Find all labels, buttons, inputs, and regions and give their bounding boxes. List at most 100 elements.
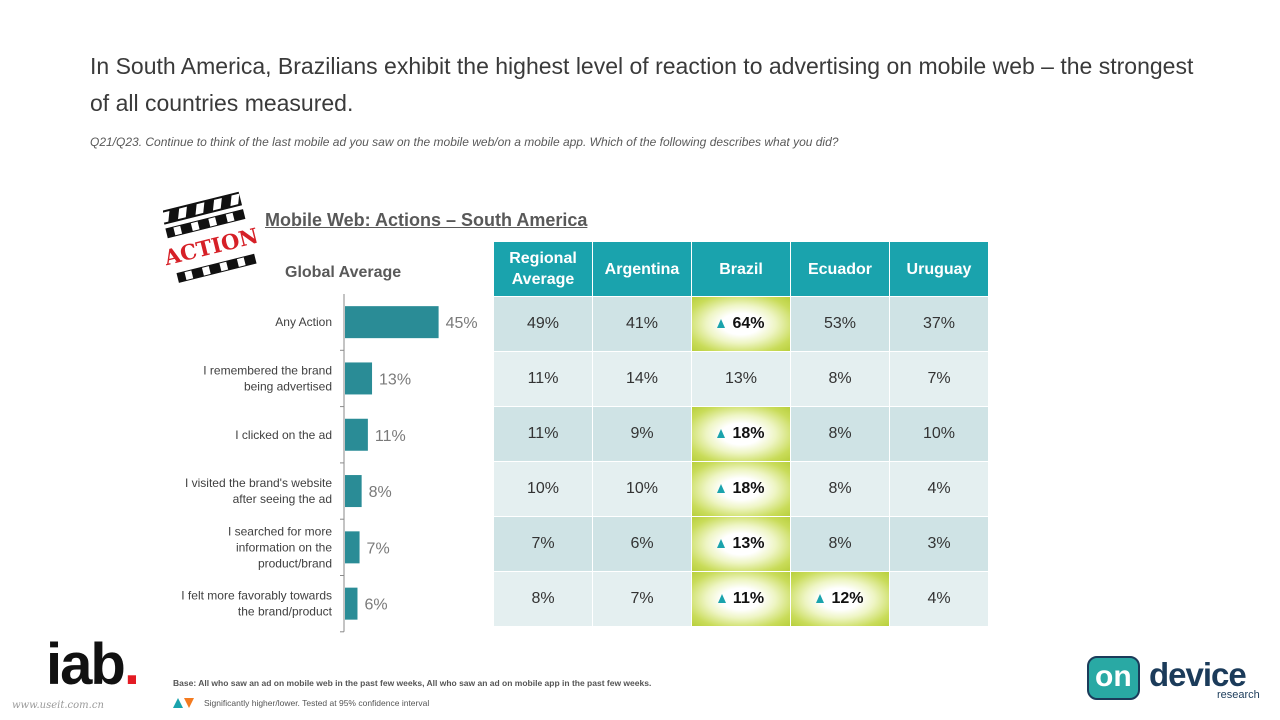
table-cell: 11% bbox=[494, 407, 592, 461]
table-cell: 8% bbox=[791, 517, 889, 571]
table-cell-value: 8% bbox=[828, 370, 852, 387]
table-cell-value: 18% bbox=[732, 480, 765, 497]
table-cell-value: 3% bbox=[927, 535, 951, 552]
table-cell-value: 7% bbox=[630, 590, 654, 607]
table-cell-value: 8% bbox=[828, 480, 852, 497]
table-cell-value: 7% bbox=[927, 370, 951, 387]
table-cell: 11% bbox=[494, 352, 592, 406]
table-cell: 12% bbox=[791, 572, 889, 626]
bar bbox=[345, 475, 362, 508]
significance-legend-text: Significantly higher/lower. Tested at 95… bbox=[204, 698, 430, 708]
table-cell: 10% bbox=[593, 462, 691, 516]
table-cell-value: 41% bbox=[625, 315, 659, 332]
table-cell-value: 37% bbox=[922, 315, 956, 332]
category-label: I searched for more information on the pro… bbox=[228, 524, 332, 570]
category-label: I remembered the brand being advertised bbox=[203, 363, 332, 393]
table-cell: 18% bbox=[692, 407, 790, 461]
table-cell: 4% bbox=[890, 462, 988, 516]
table-cell: 4% bbox=[890, 572, 988, 626]
table-cell: 18% bbox=[692, 462, 790, 516]
bar bbox=[345, 418, 368, 451]
country-comparison-table: Regional Average Argentina Brazil Ecuador Ur… bbox=[494, 242, 988, 626]
table-cell: 41% bbox=[593, 297, 691, 351]
category-label: Any Action bbox=[275, 315, 332, 329]
significant-higher-icon bbox=[816, 593, 825, 603]
table-cell: 8% bbox=[494, 572, 592, 626]
table-cell: 64% bbox=[692, 297, 790, 351]
table-cell-value: 10% bbox=[922, 425, 956, 442]
table-cell-value: 49% bbox=[526, 315, 560, 332]
bar bbox=[345, 531, 360, 564]
table-cell-value: 8% bbox=[531, 590, 555, 607]
table-cell-value: 11% bbox=[732, 590, 765, 607]
table-column-header: Brazil bbox=[692, 242, 790, 296]
significant-higher-icon bbox=[717, 483, 726, 493]
table-cell-value: 9% bbox=[630, 425, 654, 442]
table-column-header: Uruguay bbox=[890, 242, 988, 296]
table-cell-value: 6% bbox=[630, 535, 654, 552]
table-cell-value: 10% bbox=[526, 480, 560, 497]
table-cell: 8% bbox=[791, 352, 889, 406]
table-column-header: Ecuador bbox=[791, 242, 889, 296]
bar-value-label: 8% bbox=[369, 484, 392, 501]
significant-higher-icon bbox=[717, 428, 726, 438]
category-label: I visited the brand's website after seein… bbox=[185, 476, 332, 506]
table-cell: 14% bbox=[593, 352, 691, 406]
significance-legend: Significantly higher/lower. Tested at 95… bbox=[173, 698, 429, 708]
bar bbox=[345, 306, 439, 339]
table-cell-value: 13% bbox=[724, 370, 758, 387]
table-cell-value: 13% bbox=[732, 535, 765, 552]
watermark: www.useit.com.cn bbox=[12, 700, 104, 711]
significant-higher-icon bbox=[717, 318, 726, 328]
significant-higher-icon bbox=[717, 538, 726, 548]
base-note: Base: All who saw an ad on mobile web in… bbox=[173, 678, 652, 688]
table-cell-value: 53% bbox=[823, 315, 857, 332]
table-cell-value: 11% bbox=[527, 425, 559, 442]
table-cell: 3% bbox=[890, 517, 988, 571]
table-cell: 37% bbox=[890, 297, 988, 351]
bar bbox=[345, 587, 358, 620]
table-cell: 7% bbox=[593, 572, 691, 626]
table-cell: 10% bbox=[494, 462, 592, 516]
table-cell: 49% bbox=[494, 297, 592, 351]
up-triangle-icon bbox=[173, 698, 183, 708]
table-cell-value: 7% bbox=[531, 535, 555, 552]
table-cell-value: 8% bbox=[828, 425, 852, 442]
table-cell: 8% bbox=[791, 462, 889, 516]
table-cell: 11% bbox=[692, 572, 790, 626]
bar-value-label: 13% bbox=[379, 371, 411, 388]
table-cell: 10% bbox=[890, 407, 988, 461]
bar-value-label: 7% bbox=[367, 540, 390, 557]
chart-title: Mobile Web: Actions – South America bbox=[265, 210, 588, 230]
table-cell-value: 4% bbox=[927, 590, 951, 607]
down-triangle-icon bbox=[184, 698, 194, 708]
bar-value-label: 11% bbox=[375, 428, 406, 445]
category-label: I clicked on the ad bbox=[235, 428, 332, 442]
table-cell: 13% bbox=[692, 517, 790, 571]
bar bbox=[345, 362, 373, 395]
table-cell-value: 10% bbox=[625, 480, 659, 497]
iab-logo: iab. bbox=[46, 632, 140, 697]
table-cell: 8% bbox=[791, 407, 889, 461]
table-cell-value: 14% bbox=[625, 370, 659, 387]
table-cell-value: 18% bbox=[732, 425, 765, 442]
table-cell-value: 64% bbox=[732, 315, 765, 332]
table-cell: 9% bbox=[593, 407, 691, 461]
bar-value-label: 6% bbox=[364, 597, 387, 614]
table-cell: 13% bbox=[692, 352, 790, 406]
global-average-bar-chart: 45% Any Action 13% I remembered the brand be… bbox=[181, 294, 478, 633]
table-cell-value: 12% bbox=[831, 590, 864, 607]
survey-question: Q21/Q23. Continue to think of the last m… bbox=[90, 135, 839, 149]
slide-title: In South America, Brazilians exhibit the… bbox=[90, 53, 1194, 116]
table-cell: 7% bbox=[494, 517, 592, 571]
table-column-header: Argentina bbox=[593, 242, 691, 296]
global-average-label: Global Average bbox=[285, 264, 402, 281]
significant-higher-icon bbox=[717, 593, 726, 603]
table-cell: 7% bbox=[890, 352, 988, 406]
table-cell-value: 11% bbox=[527, 370, 559, 387]
table-column-header: Regional Average bbox=[494, 242, 592, 296]
table-cell: 6% bbox=[593, 517, 691, 571]
table-cell-value: 8% bbox=[828, 535, 852, 552]
action-clapperboard-icon: ACTION bbox=[163, 191, 257, 283]
table-cell-value: 4% bbox=[927, 480, 951, 497]
